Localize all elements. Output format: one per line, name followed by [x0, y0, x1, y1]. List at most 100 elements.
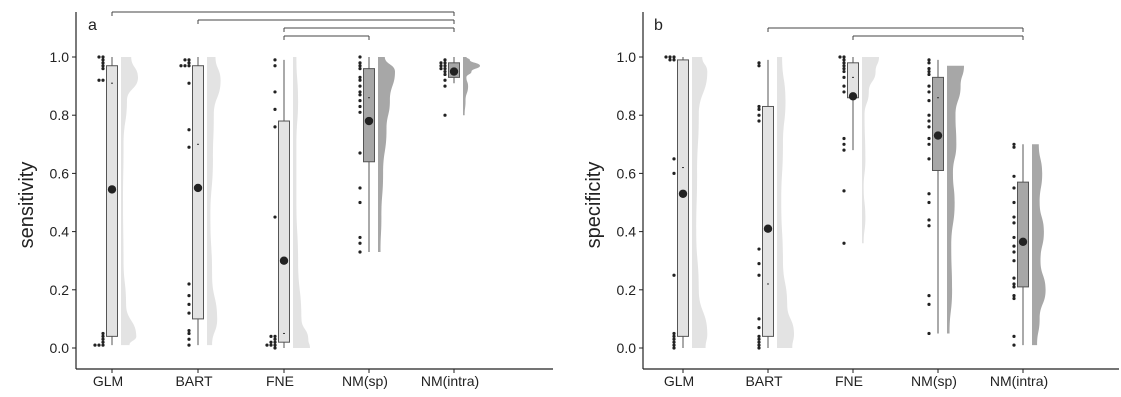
series-nm-sp: [927, 58, 964, 336]
data-point: [927, 58, 931, 62]
data-point: [358, 250, 362, 254]
data-point: [358, 90, 362, 94]
data-point: [842, 148, 846, 152]
significance-bracket: [111, 11, 455, 16]
data-point: [672, 343, 676, 347]
data-point: [1012, 174, 1016, 178]
box: [192, 65, 204, 320]
data-point: [358, 55, 362, 59]
data-point: [927, 72, 931, 77]
x-tick-label: NM(intra): [421, 373, 479, 389]
data-point: [757, 262, 761, 266]
x-tick-label: GLM: [93, 373, 123, 389]
significance-bracket: [197, 19, 455, 24]
x-tick-label: BART: [745, 373, 783, 389]
density-shape: [1032, 144, 1046, 346]
x-tick-label: NM(intra): [990, 373, 1048, 389]
data-point: [269, 340, 273, 344]
data-point: [443, 84, 447, 88]
data-point: [757, 64, 761, 68]
data-point: [757, 340, 761, 344]
y-tick-label: 0.0: [50, 340, 70, 356]
data-point: [842, 69, 846, 74]
density-shape: [947, 65, 964, 334]
data-point: [443, 58, 447, 62]
data-point: [187, 331, 191, 336]
data-point: [358, 241, 362, 245]
data-point: [358, 75, 362, 79]
panel-b: b specificity 0.0 0.2 0.4 0.6 0.8 1.0 GLM BART F…: [583, 12, 1119, 389]
data-point: [93, 343, 97, 347]
series-glm: [93, 55, 138, 347]
data-point: [273, 58, 277, 62]
data-point: [757, 334, 761, 338]
data-point: [269, 343, 273, 347]
data-point: [187, 64, 191, 68]
data-point: [838, 55, 842, 59]
data-point: [927, 302, 931, 306]
data-point: [101, 331, 105, 336]
data-point: [97, 78, 101, 82]
data-point: [757, 343, 761, 347]
data-point: [842, 84, 846, 88]
data-point: [1012, 285, 1016, 289]
data-point: [927, 125, 931, 129]
panel-label: a: [88, 17, 97, 34]
series-glm: [664, 55, 708, 350]
data-point: [97, 343, 101, 347]
mean-marker: [364, 116, 374, 126]
density-shape: [121, 57, 138, 346]
y-tick-label: 0.4: [50, 224, 70, 240]
data-point: [101, 64, 105, 68]
data-point: [757, 119, 761, 123]
data-point: [101, 55, 105, 59]
data-point: [842, 61, 846, 65]
data-point: [187, 58, 191, 62]
data-point: [757, 107, 761, 111]
density-shape: [378, 57, 395, 252]
data-point: [273, 346, 277, 350]
data-point: [443, 61, 447, 65]
data-point: [358, 151, 362, 155]
data-point: [1012, 296, 1016, 301]
y-axis-label: specificity: [583, 162, 605, 249]
data-point: [927, 84, 931, 88]
data-point: [187, 282, 191, 286]
density-shape: [692, 57, 708, 348]
data-point: [187, 343, 191, 347]
data-point: [187, 311, 191, 315]
data-point: [443, 113, 447, 117]
box: [677, 59, 689, 337]
mean-marker: [449, 67, 459, 76]
series-bart: [757, 57, 794, 350]
data-point: [668, 55, 672, 59]
data-point: [927, 61, 931, 65]
x-tick-label: FNE: [835, 373, 863, 389]
series-fne: [838, 55, 879, 245]
data-point: [187, 302, 191, 306]
data-point: [757, 113, 761, 117]
box: [363, 68, 375, 163]
data-point: [1012, 215, 1016, 219]
data-point: [101, 334, 105, 338]
significance-bracket: [767, 27, 1024, 32]
x-tick-label: GLM: [664, 373, 694, 389]
data-point: [265, 343, 269, 347]
data-point: [672, 337, 676, 341]
y-tick-label: 0.8: [617, 107, 637, 123]
data-point: [757, 317, 761, 321]
density-shape: [463, 57, 480, 116]
box: [762, 105, 774, 337]
data-point: [273, 90, 277, 94]
data-point: [672, 58, 676, 62]
density-shape: [777, 57, 794, 348]
data-point: [757, 326, 761, 330]
mean-marker: [933, 131, 943, 140]
data-point: [273, 125, 277, 129]
data-point: [101, 343, 105, 347]
data-point: [927, 99, 931, 103]
data-point: [927, 157, 931, 161]
significance-bracket: [283, 27, 455, 32]
series-fne: [265, 57, 310, 350]
